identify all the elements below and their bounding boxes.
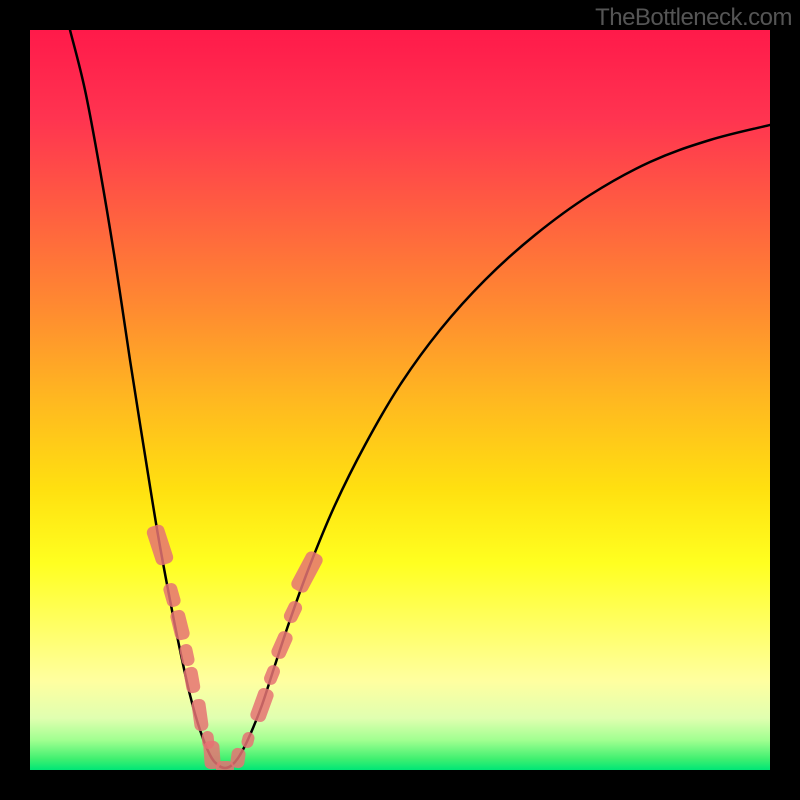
plot-background <box>30 30 770 770</box>
watermark-text: TheBottleneck.com <box>595 4 792 32</box>
bottleneck-chart <box>0 0 800 800</box>
chart-container: TheBottleneck.com <box>0 0 800 800</box>
